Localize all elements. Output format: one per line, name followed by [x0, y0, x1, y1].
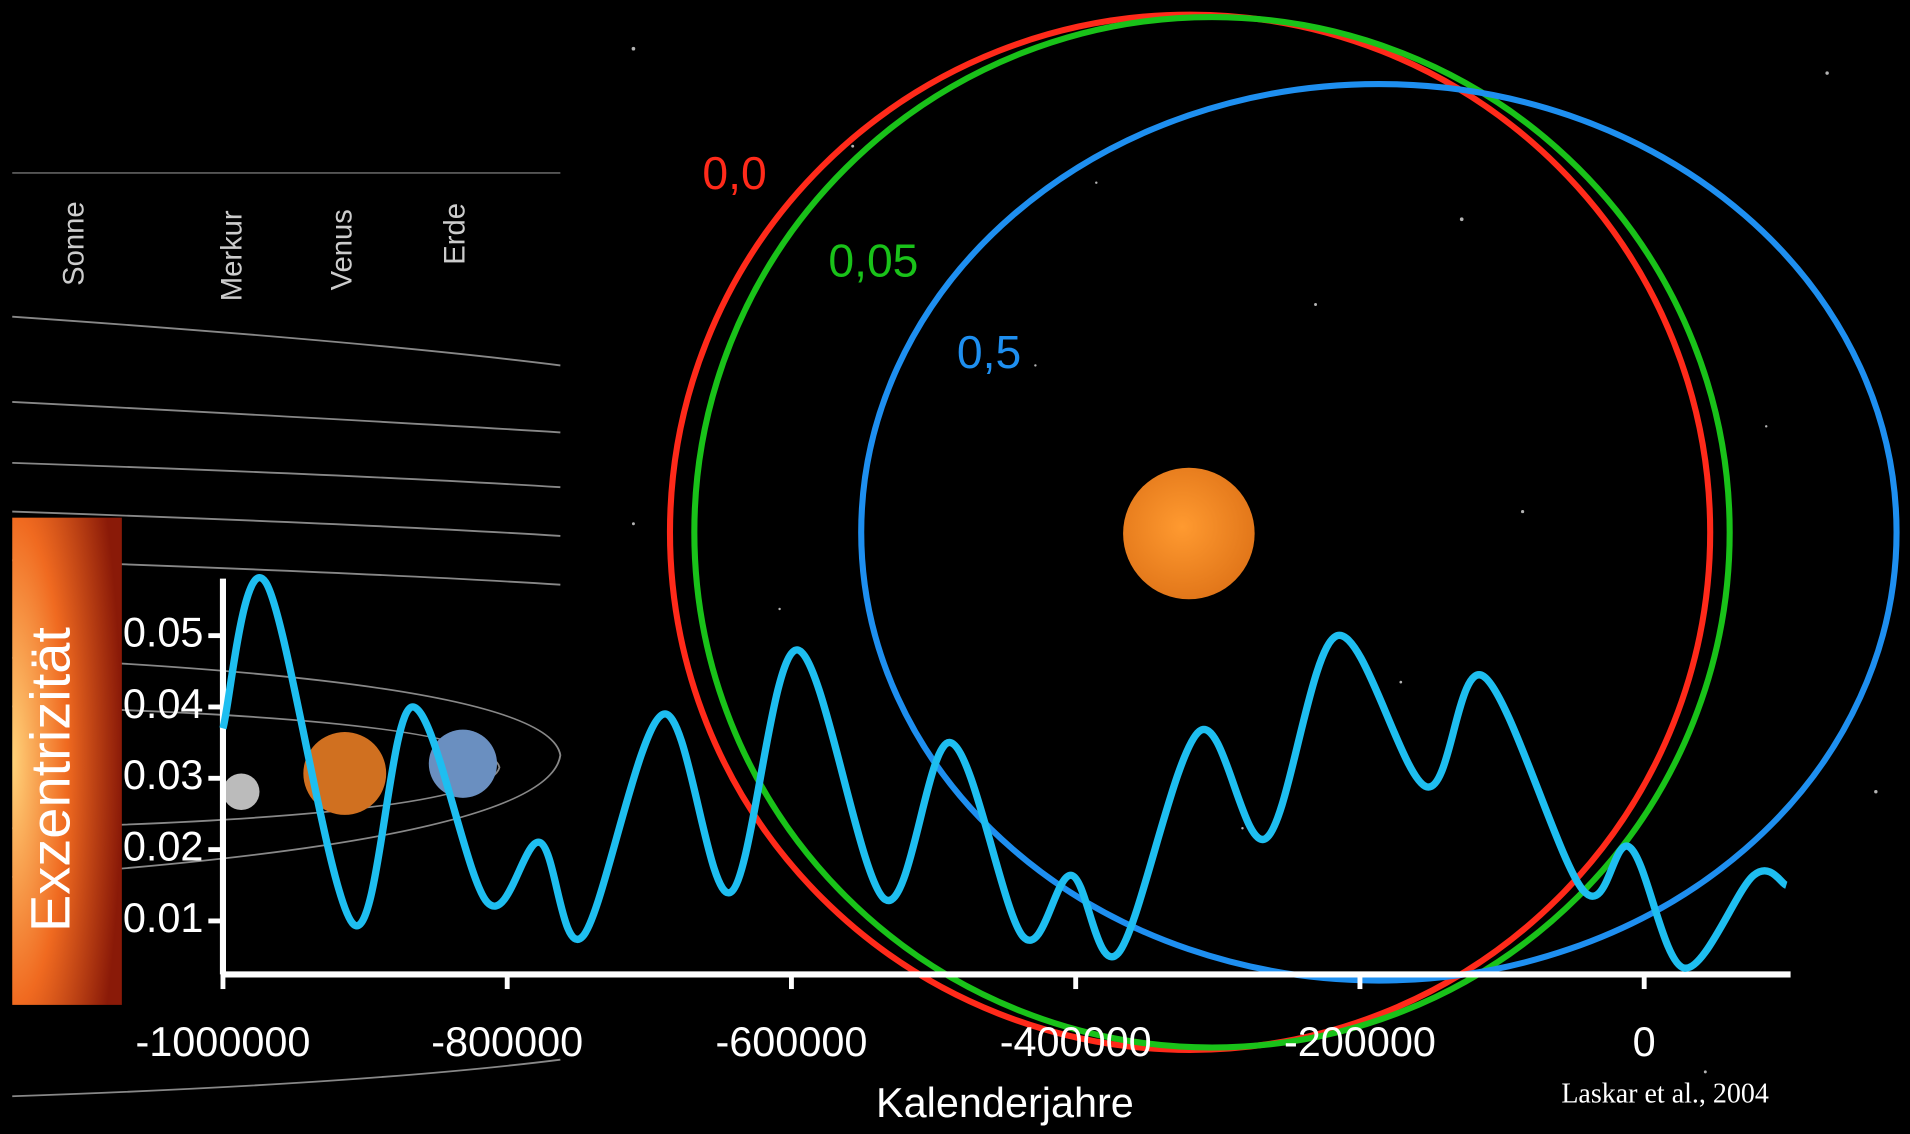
x-tick-label: -1000000: [135, 1019, 310, 1065]
chart: Sonne Merkur Venus Erde 0,0 0,05 0,5 -1000…: [0, 0, 1910, 1134]
planet-label: Merkur: [217, 210, 249, 301]
y-tick-label: 0.01: [123, 895, 204, 941]
y-tick-label: 0.04: [123, 681, 204, 727]
y-tick-label: 0.02: [123, 824, 204, 870]
page: {"chart_data": { "type": "line", "y_labe…: [0, 0, 1910, 1134]
orbit-label: 0,0: [702, 147, 766, 199]
x-tick-label: -400000: [1000, 1019, 1152, 1065]
y-axis-label: Exzentrizität: [19, 627, 82, 933]
planet-label: Erde: [440, 203, 472, 265]
x-tick-label: -200000: [1284, 1019, 1436, 1065]
source: Laskar et al., 2004: [1561, 1079, 1769, 1110]
planet-label: Venus: [326, 209, 358, 290]
x-axis-label: Kalenderjahre: [876, 1080, 1134, 1126]
planet-label: Sonne: [58, 201, 90, 286]
orbit-label: 0,05: [828, 235, 918, 287]
x-tick-label: -600000: [715, 1019, 867, 1065]
sun: [1123, 468, 1255, 600]
y-tick-label: 0.03: [123, 752, 204, 798]
x-tick-label: -800000: [431, 1019, 583, 1065]
orbit-label: 0,5: [957, 326, 1021, 378]
background: [0, 0, 1910, 1134]
x-tick-label: 0: [1633, 1019, 1656, 1065]
y-tick-label: 0.05: [123, 610, 204, 656]
